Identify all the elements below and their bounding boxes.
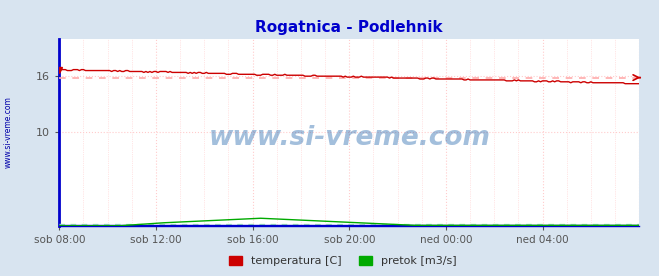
Legend: temperatura [C], pretok [m3/s]: temperatura [C], pretok [m3/s] — [225, 251, 461, 270]
Text: www.si-vreme.com: www.si-vreme.com — [208, 125, 490, 151]
Text: www.si-vreme.com: www.si-vreme.com — [3, 97, 13, 168]
Title: Rogatnica - Podlehnik: Rogatnica - Podlehnik — [256, 20, 443, 35]
